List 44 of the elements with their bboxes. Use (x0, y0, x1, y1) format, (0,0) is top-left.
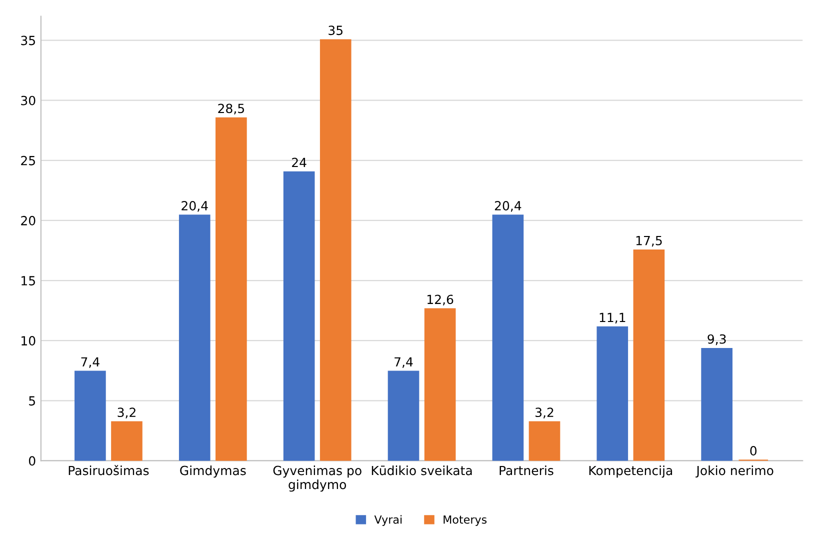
y-tick-label: 20 (21, 216, 36, 226)
bar (388, 370, 420, 461)
y-tick-label: 5 (29, 396, 35, 406)
legend-label: Vyrai (374, 515, 402, 526)
x-tick-label: Jokio nerimo (696, 466, 774, 478)
data-label: 12,6 (428, 294, 454, 306)
bar (633, 249, 665, 461)
y-tick-label: 30 (21, 96, 36, 106)
data-label: 35 (328, 26, 342, 36)
data-label: 11,1 (600, 312, 626, 324)
x-tick-label: Gyvenimas po gimdymo (273, 466, 362, 492)
data-label: 3,2 (536, 408, 554, 418)
data-label: 20,4 (182, 201, 208, 212)
x-tick-label: Pasiruošimas (68, 465, 149, 476)
y-tick-label: 25 (21, 156, 35, 166)
data-label: 9,3 (708, 334, 726, 346)
x-tick-label: Partneris (500, 466, 554, 476)
bar (320, 39, 352, 461)
data-label: 24 (292, 158, 306, 168)
x-tick-label: Kūdikio sveikata (372, 466, 472, 476)
data-label: 3,2 (118, 408, 136, 418)
y-tick-label: 35 (21, 36, 35, 46)
bar (596, 326, 628, 461)
data-label: 0 (750, 446, 757, 456)
data-label: 17,5 (636, 236, 662, 247)
y-tick-label: 0 (28, 456, 36, 466)
bar (701, 348, 732, 461)
data-label: 7,4 (394, 357, 413, 368)
data-label: 28,5 (218, 104, 244, 114)
data-label: 7,4 (81, 357, 100, 368)
x-tick-label: Kompetencija (589, 466, 672, 478)
bar (528, 421, 560, 461)
legend-label: Moterys (444, 515, 487, 526)
x-tick-label: Gimdymas (180, 466, 246, 478)
bar (74, 370, 106, 461)
bar (283, 171, 315, 461)
y-tick-label: 10 (22, 336, 36, 346)
y-tick-label: 15 (22, 276, 35, 286)
bar (492, 214, 524, 461)
data-label: 20,4 (494, 201, 522, 212)
bar (178, 214, 210, 461)
bar (216, 117, 247, 461)
bar (424, 308, 456, 461)
bar (111, 421, 142, 461)
